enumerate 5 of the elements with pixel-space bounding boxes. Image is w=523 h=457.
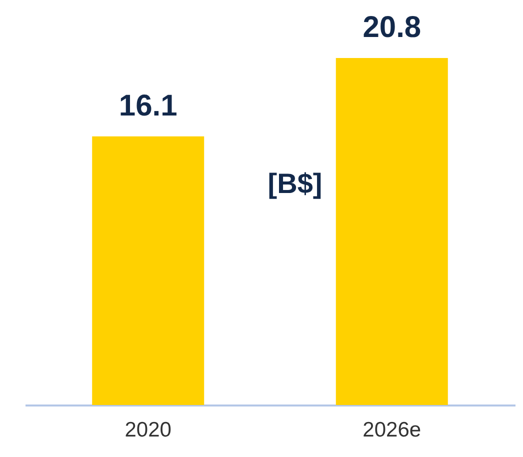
data-label: 20.8 bbox=[362, 11, 422, 44]
x-tick-label: 2026e bbox=[362, 418, 422, 442]
x-tick-label: 2020 bbox=[124, 418, 172, 442]
data-label: 16.1 bbox=[118, 89, 178, 122]
annotation: [B$] bbox=[268, 168, 322, 199]
